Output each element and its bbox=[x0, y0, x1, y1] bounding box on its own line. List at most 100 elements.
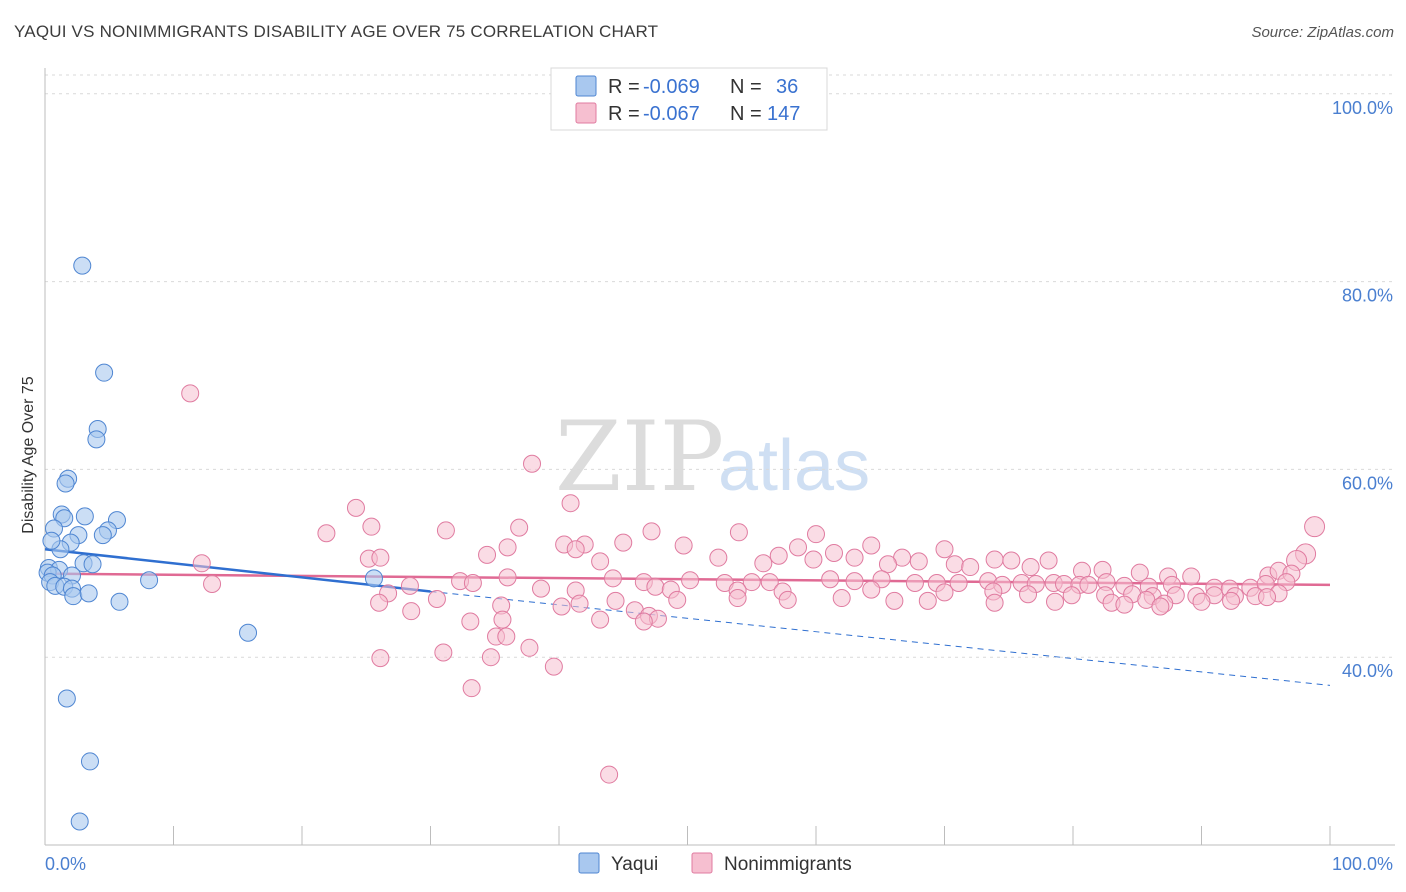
nonimmigrants-point-116 bbox=[985, 593, 1004, 612]
nonimmigrants-point-47 bbox=[1182, 567, 1201, 586]
nonimmigrants-point-18 bbox=[1304, 516, 1326, 538]
nonimmigrants-point-58 bbox=[760, 573, 779, 592]
nonimmigrants-point-140 bbox=[544, 657, 563, 676]
nonimmigrants-point-106 bbox=[427, 589, 446, 608]
nonimmigrants-point-38 bbox=[804, 550, 823, 569]
nonimmigrants-points bbox=[181, 384, 1326, 784]
nonimmigrants-point-115 bbox=[918, 591, 937, 610]
nonimmigrants-point-22 bbox=[498, 538, 517, 557]
nonimmigrants-point-95 bbox=[1062, 586, 1081, 605]
nonimmigrants-point-114 bbox=[885, 591, 904, 610]
y-tick-label-1: 60.0% bbox=[1342, 473, 1393, 493]
nonimmigrants-point-1 bbox=[523, 454, 542, 473]
y-tick-label-2: 80.0% bbox=[1342, 286, 1393, 306]
nonimmigrants-point-28 bbox=[909, 552, 928, 571]
nonimmigrants-point-15 bbox=[935, 540, 954, 559]
nonimmigrants-point-12 bbox=[674, 536, 693, 555]
legend-n-value-nonimmigrants: 147 bbox=[767, 103, 800, 125]
nonimmigrants-point-108 bbox=[552, 597, 571, 616]
bottom-legend-nonimmigrants: Nonimmigrants bbox=[724, 854, 852, 875]
yaqui-point-35 bbox=[80, 752, 99, 771]
nonimmigrants-point-53 bbox=[603, 569, 622, 588]
legend-n-label-yaqui: N = bbox=[730, 76, 762, 98]
yaqui-point-28 bbox=[64, 587, 83, 606]
nonimmigrants-point-37 bbox=[754, 554, 773, 573]
nonimmigrants-point-59 bbox=[821, 570, 840, 589]
legend-n-label-nonimmigrants: N = bbox=[730, 103, 762, 125]
watermark: ZIP atlas bbox=[555, 401, 870, 513]
watermark-zip: ZIP bbox=[555, 401, 724, 513]
nonimmigrants-point-36 bbox=[709, 548, 728, 567]
nonimmigrants-point-8 bbox=[729, 523, 748, 542]
nonimmigrants-point-2 bbox=[561, 494, 580, 513]
nonimmigrants-point-60 bbox=[845, 572, 864, 591]
nonimmigrants-point-94 bbox=[1019, 585, 1038, 604]
yaqui-point-33 bbox=[239, 623, 258, 642]
nonimmigrants-point-124 bbox=[370, 593, 389, 612]
nonimmigrants-point-5 bbox=[436, 521, 455, 540]
x-tick-label-0: 0.0% bbox=[45, 854, 86, 874]
nonimmigrants-point-7 bbox=[642, 522, 661, 541]
nonimmigrants-point-72 bbox=[1079, 575, 1098, 594]
nonimmigrants-point-39 bbox=[878, 555, 897, 574]
nonimmigrants-point-16 bbox=[614, 533, 633, 552]
nonimmigrants-point-21 bbox=[371, 548, 390, 567]
nonimmigrants-point-23 bbox=[566, 540, 585, 559]
yaqui-point-18 bbox=[83, 555, 102, 574]
nonimmigrants-point-62 bbox=[905, 574, 924, 593]
nonimmigrants-point-29 bbox=[985, 550, 1004, 569]
nonimmigrants-point-91 bbox=[862, 580, 881, 599]
nonimmigrants-point-10 bbox=[317, 524, 336, 543]
nonimmigrants-point-113 bbox=[832, 589, 851, 608]
nonimmigrants-point-3 bbox=[346, 498, 365, 517]
yaqui-point-8 bbox=[75, 507, 94, 526]
y-tick-label-0: 40.0% bbox=[1342, 661, 1393, 681]
chart-title: YAQUI VS NONIMMIGRANTS DISABILITY AGE OV… bbox=[14, 22, 659, 41]
bottom-legend-swatch-yaqui bbox=[578, 852, 600, 874]
nonimmigrants-point-31 bbox=[1039, 551, 1058, 570]
nonimmigrants-point-24 bbox=[769, 546, 788, 565]
nonimmigrants-point-131 bbox=[634, 612, 653, 631]
nonimmigrants-point-6 bbox=[510, 518, 529, 537]
nonimmigrants-point-87 bbox=[646, 577, 665, 596]
nonimmigrants-point-133 bbox=[493, 610, 512, 629]
yaqui-point-16 bbox=[42, 531, 61, 550]
nonimmigrants-point-83 bbox=[400, 576, 419, 595]
nonimmigrants-point-34 bbox=[478, 545, 497, 564]
nonimmigrants-point-141 bbox=[462, 679, 481, 698]
nonimmigrants-point-41 bbox=[961, 558, 980, 577]
yaqui-trend-line-extrapolated bbox=[430, 590, 1331, 686]
nonimmigrants-point-13 bbox=[789, 538, 808, 557]
yaqui-point-36 bbox=[70, 812, 89, 831]
yaqui-trend-line bbox=[44, 547, 431, 593]
yaqui-point-1 bbox=[95, 363, 114, 382]
nonimmigrants-point-125 bbox=[402, 602, 421, 621]
nonimmigrants-point-19 bbox=[192, 554, 211, 573]
yaqui-point-3 bbox=[87, 430, 106, 449]
nonimmigrants-point-25 bbox=[824, 543, 843, 562]
nonimmigrants-point-122 bbox=[1222, 591, 1241, 610]
nonimmigrants-point-144 bbox=[1151, 597, 1170, 616]
nonimmigrants-point-123 bbox=[1258, 588, 1277, 607]
tick-labels: 40.0% 60.0% 80.0% 100.0% 0.0% 100.0% bbox=[45, 98, 1393, 874]
nonimmigrants-point-45 bbox=[1130, 563, 1149, 582]
nonimmigrants-point-142 bbox=[600, 765, 619, 784]
nonimmigrants-point-35 bbox=[591, 552, 610, 571]
nonimmigrants-point-143 bbox=[1115, 595, 1134, 614]
nonimmigrants-point-4 bbox=[362, 517, 381, 536]
y-tick-label-3: 100.0% bbox=[1332, 98, 1393, 118]
legend-box bbox=[550, 67, 828, 131]
nonimmigrants-point-40 bbox=[945, 555, 964, 574]
nonimmigrants-point-26 bbox=[845, 548, 864, 567]
nonimmigrants-point-82 bbox=[203, 574, 222, 593]
legend: R = -0.069 N = 36 R = -0.067 N = 147 bbox=[550, 67, 828, 131]
nonimmigrants-point-136 bbox=[520, 638, 539, 657]
legend-r-value-nonimmigrants: -0.067 bbox=[643, 103, 700, 125]
bottom-legend-yaqui: Yaqui bbox=[611, 854, 658, 875]
x-tick-label-1: 100.0% bbox=[1332, 854, 1393, 874]
nonimmigrants-point-130 bbox=[591, 610, 610, 629]
nonimmigrants-point-14 bbox=[862, 536, 881, 555]
nonimmigrants-point-84 bbox=[463, 574, 482, 593]
nonimmigrants-point-57 bbox=[742, 573, 761, 592]
